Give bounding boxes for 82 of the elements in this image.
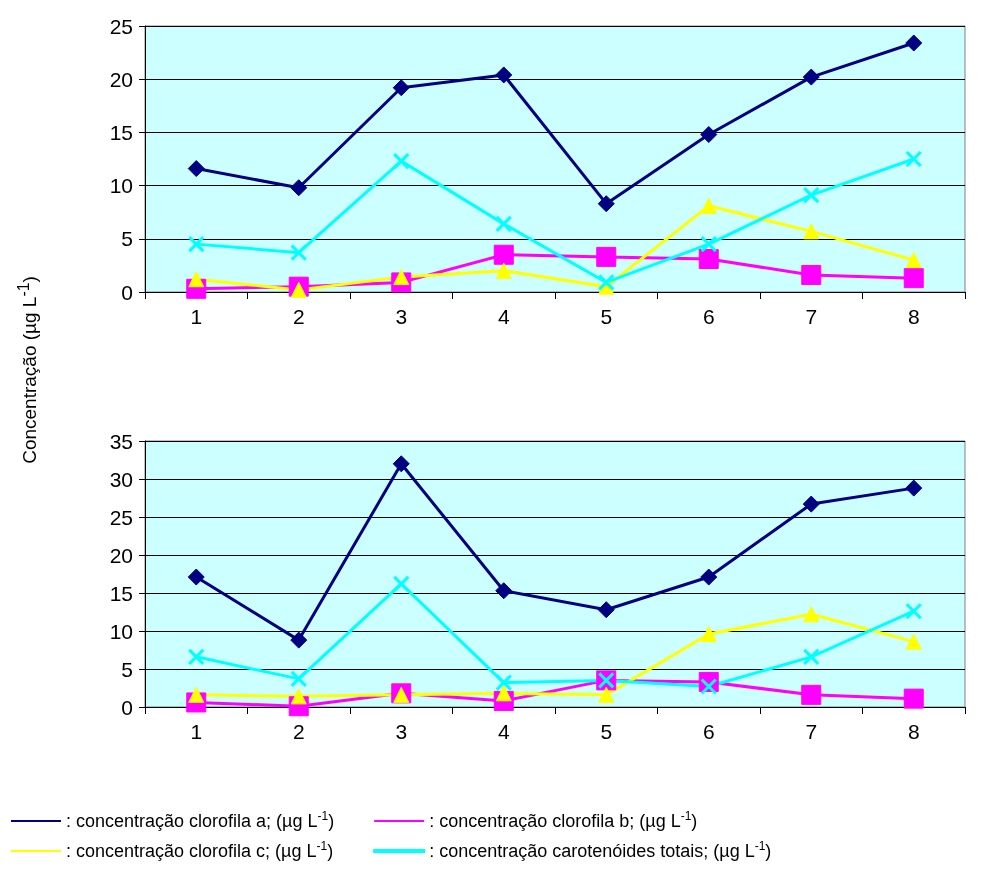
point [187, 568, 205, 586]
point [188, 686, 205, 703]
point [905, 34, 923, 52]
point [495, 582, 513, 600]
point [698, 249, 719, 270]
point [700, 235, 718, 253]
y-tick-label: 35 [109, 429, 133, 453]
point [700, 197, 717, 214]
y-tick-label: 0 [121, 280, 133, 304]
x-tick-label: 6 [702, 720, 715, 743]
point [290, 281, 307, 298]
point [392, 575, 410, 593]
point [495, 262, 512, 279]
point [905, 602, 923, 620]
point [803, 606, 820, 623]
point [801, 684, 822, 705]
point [700, 677, 718, 695]
point [392, 79, 410, 97]
x-tick-label: 3 [395, 305, 408, 328]
point [187, 160, 205, 178]
y-tick-label: 5 [121, 227, 133, 251]
point [392, 455, 410, 473]
x-tick-label: 5 [600, 720, 613, 743]
y-tick-label: 20 [109, 67, 133, 91]
point [903, 688, 924, 709]
y-tick-label: 5 [121, 657, 133, 681]
x-tick-label: 7 [805, 720, 818, 743]
point [597, 601, 615, 619]
point [802, 68, 820, 86]
x-tick-label: 7 [805, 305, 818, 328]
point [802, 495, 820, 513]
point [187, 235, 205, 253]
x-tick-label: 1 [190, 305, 203, 328]
point [597, 273, 615, 291]
point [392, 152, 410, 170]
point [495, 215, 513, 233]
point [700, 126, 718, 144]
x-tick-label: 2 [292, 305, 305, 328]
point [905, 479, 923, 497]
point [188, 271, 205, 288]
point [495, 66, 513, 84]
y-tick-label: 15 [109, 581, 133, 605]
point [495, 685, 512, 702]
x-tick-label: 4 [497, 305, 510, 328]
point [905, 150, 923, 168]
x-tick-label: 3 [395, 720, 408, 743]
point [290, 688, 307, 705]
point [700, 568, 718, 586]
y-tick-label: 20 [109, 543, 133, 567]
y-tick-label: 25 [109, 505, 133, 529]
point [802, 186, 820, 204]
point [495, 674, 513, 692]
x-tick-label: 2 [292, 720, 305, 743]
point [290, 244, 308, 262]
point [905, 252, 922, 269]
point [290, 631, 308, 649]
point [905, 633, 922, 650]
point [290, 670, 308, 688]
point [290, 179, 308, 197]
x-tick-label: 8 [907, 720, 920, 743]
x-tick-label: 6 [702, 305, 715, 328]
point [187, 648, 205, 666]
y-tick-label: 10 [109, 619, 133, 643]
point [393, 269, 410, 286]
point [801, 264, 822, 285]
y-tick-label: 25 [109, 14, 133, 38]
x-tick-label: 4 [497, 720, 510, 743]
x-tick-label: 5 [600, 305, 613, 328]
point [596, 246, 617, 267]
point [803, 223, 820, 240]
point [700, 626, 717, 643]
point [493, 244, 514, 265]
y-tick-label: 15 [109, 120, 133, 144]
y-tick-label: 10 [109, 174, 133, 198]
x-tick-label: 1 [190, 720, 203, 743]
y-tick-label: 0 [121, 695, 133, 719]
point [903, 268, 924, 289]
point [597, 195, 615, 213]
point [598, 686, 615, 703]
point [802, 648, 820, 666]
x-tick-label: 8 [907, 305, 920, 328]
y-tick-label: 30 [109, 467, 133, 491]
